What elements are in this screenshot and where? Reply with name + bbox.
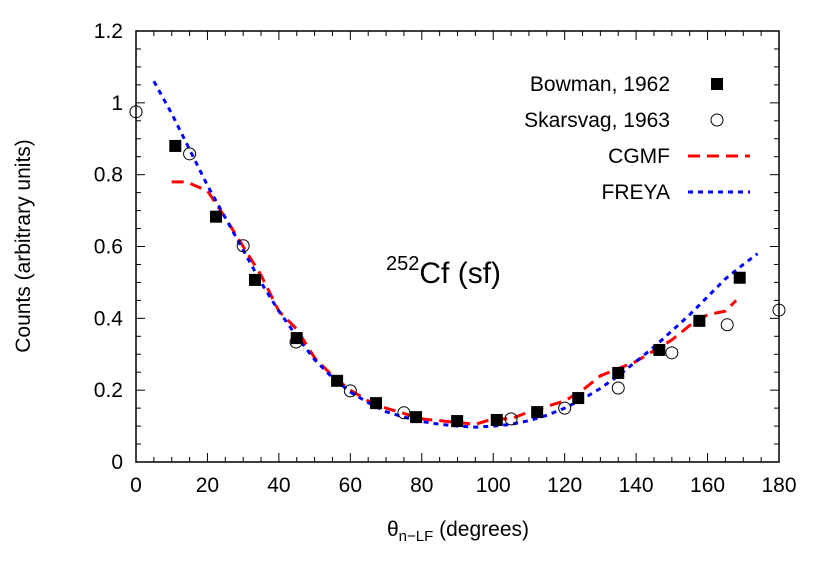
data-point bbox=[693, 314, 706, 327]
legend-label: CGMF bbox=[608, 145, 670, 168]
y-tick-label: 0 bbox=[111, 451, 123, 474]
x-tick-label: 100 bbox=[476, 474, 511, 497]
data-point bbox=[370, 397, 383, 410]
legend-marker bbox=[710, 113, 724, 127]
data-point bbox=[558, 401, 572, 415]
data-point bbox=[248, 273, 261, 286]
x-tick-label: 120 bbox=[547, 474, 582, 497]
x-tick-label: 80 bbox=[410, 474, 433, 497]
legend-marker bbox=[711, 78, 723, 90]
data-point bbox=[490, 413, 503, 426]
data-point bbox=[290, 332, 303, 345]
legend-label: Bowman, 1962 bbox=[530, 73, 670, 96]
x-tick-label: 60 bbox=[339, 474, 362, 497]
data-point bbox=[289, 335, 303, 349]
data-point bbox=[733, 271, 746, 284]
series-line-freya bbox=[152, 80, 759, 429]
data-point bbox=[397, 406, 411, 420]
legend-label: FREYA bbox=[602, 181, 670, 204]
data-point bbox=[531, 406, 544, 419]
data-point bbox=[665, 346, 679, 360]
y-axis-label: Counts (arbitrary units) bbox=[12, 139, 35, 353]
x-tick-label: 40 bbox=[267, 474, 290, 497]
y-tick-label: 0.2 bbox=[94, 379, 123, 402]
legend-label: Skarsvag, 1963 bbox=[524, 109, 670, 132]
data-point bbox=[504, 412, 518, 426]
data-point bbox=[451, 415, 464, 428]
data-point bbox=[653, 343, 666, 356]
reaction-annotation: 252Cf (sf) bbox=[386, 253, 501, 290]
data-point bbox=[331, 374, 344, 387]
x-tick-label: 160 bbox=[690, 474, 725, 497]
x-tick-label: 20 bbox=[196, 474, 219, 497]
data-point bbox=[210, 210, 223, 223]
legend: Bowman, 1962 Skarsvag, 1963 CGMF FREYA bbox=[524, 73, 750, 204]
data-point bbox=[343, 384, 357, 398]
data-point bbox=[572, 392, 585, 405]
y-tick-label: 0.8 bbox=[94, 164, 123, 187]
data-point bbox=[720, 318, 734, 332]
y-tick-label: 1 bbox=[111, 92, 123, 115]
x-axis-label: θn−LF (degrees) bbox=[387, 518, 529, 545]
series-line-cgmf bbox=[171, 180, 738, 426]
data-point bbox=[612, 366, 625, 379]
data-point bbox=[410, 411, 423, 424]
data-point bbox=[611, 381, 625, 395]
plot-frame bbox=[135, 30, 780, 463]
y-tick-label: 0.6 bbox=[94, 236, 123, 259]
data-point bbox=[169, 139, 182, 152]
y-tick-label: 1.2 bbox=[94, 20, 123, 43]
x-tick-label: 180 bbox=[761, 474, 796, 497]
x-tick-label: 0 bbox=[130, 474, 142, 497]
data-point bbox=[183, 147, 197, 161]
x-tick-label: 140 bbox=[619, 474, 654, 497]
y-tick-label: 0.4 bbox=[94, 307, 124, 330]
data-point bbox=[236, 239, 250, 253]
